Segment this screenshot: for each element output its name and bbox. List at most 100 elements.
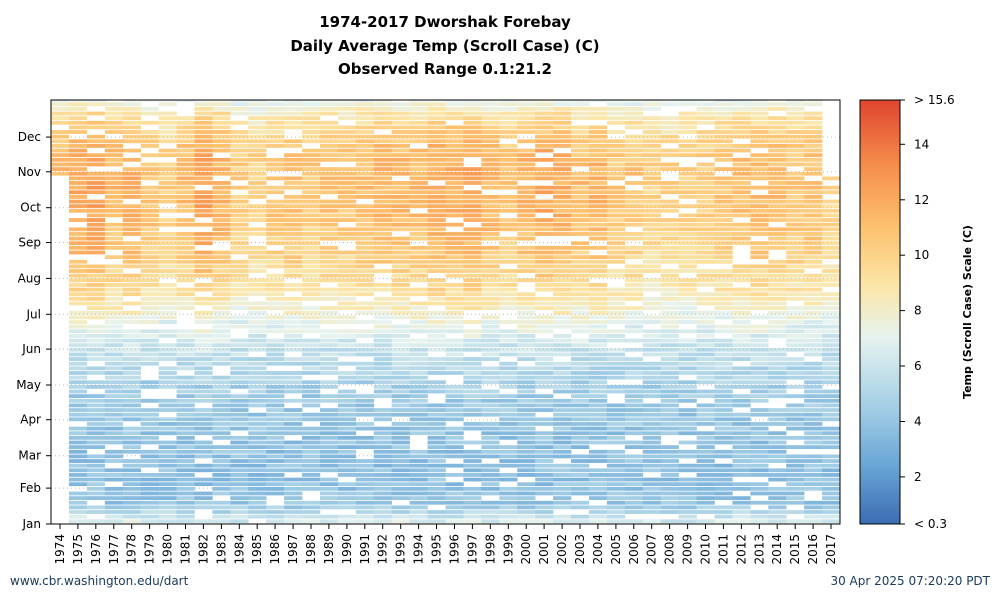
heatmap-cell [230,394,249,399]
heatmap-cell [194,139,213,144]
heatmap-cell [158,181,177,185]
heatmap-cell [768,232,787,236]
heatmap-cell [624,250,644,255]
heatmap-cell [212,255,231,260]
heatmap-cell [445,500,464,505]
heatmap-cell [284,144,303,148]
heatmap-cell [463,227,482,232]
y-tick-label: May [16,378,41,392]
heatmap-cell [158,116,177,121]
heatmap-cell [140,343,159,348]
heatmap-cell [68,347,88,352]
heatmap-cell [104,283,124,287]
heatmap-cell [373,408,392,412]
heatmap-cell [391,106,410,111]
heatmap-cell [68,194,88,199]
heatmap-cell [319,482,339,487]
heatmap-cell [427,194,446,199]
heatmap-cell [642,125,661,130]
heatmap-cell [499,366,518,371]
heatmap-cell [86,519,106,524]
heatmap-cell [194,199,213,204]
heatmap-cell [642,500,661,505]
heatmap-cell [140,190,159,195]
heatmap-cell [284,426,303,431]
heatmap-cell [409,245,428,250]
heatmap-cell [337,306,357,311]
heatmap-cell [230,273,249,278]
heatmap-cell [606,384,626,389]
heatmap-cell [750,514,769,519]
heatmap-cell [355,491,375,496]
chart-title: 1974-2017 Dworshak Forebay [319,13,571,31]
heatmap-cell [732,199,751,204]
heatmap-cell [302,320,321,324]
heatmap-cell [499,422,518,426]
heatmap-cell [158,334,177,338]
heatmap-cell [553,139,572,144]
heatmap-cell [463,486,482,491]
heatmap-cell [445,496,464,500]
heatmap-cell [714,185,733,190]
y-tick-label: Mar [18,449,41,463]
heatmap-cell [355,287,375,292]
heatmap-cell [624,463,644,468]
heatmap-cell [714,426,733,431]
heatmap-cell [714,120,733,125]
heatmap-cell [86,394,106,399]
heatmap-cell [212,204,231,209]
heatmap-cell [302,139,321,144]
heatmap-cell [750,264,769,269]
heatmap-cell [750,375,769,380]
heatmap-cell [804,398,823,403]
heatmap-cell [68,473,88,477]
heatmap-cell [822,435,840,440]
heatmap-cell [158,514,177,519]
heatmap-cell [140,380,159,385]
heatmap-cell [624,329,644,334]
heatmap-cell [409,292,428,297]
heatmap-cell [427,283,446,287]
heatmap-cell [86,496,106,500]
heatmap-cell [553,398,572,403]
heatmap-cell [768,347,787,352]
heatmap-cell [284,269,303,273]
heatmap-cell [122,130,141,134]
heatmap-cell [337,519,357,524]
heatmap-cell [678,283,697,287]
x-tick-label: 2000 [519,534,533,565]
heatmap-cell [86,236,106,241]
heatmap-cell [732,292,751,297]
heatmap-cell [624,384,644,389]
heatmap-cell [732,130,751,134]
heatmap-cell [804,486,823,491]
heatmap-cell [212,301,231,306]
colorbar-tick-label: 4 [914,415,922,429]
heatmap-cell [373,148,392,153]
heatmap-cell [427,208,446,213]
heatmap-cell [319,477,339,482]
heatmap-cell [678,227,697,232]
heatmap-cell [86,482,106,487]
heatmap-cell [750,519,769,524]
heatmap-cell [624,417,644,422]
heatmap-cell [319,435,339,440]
heatmap-cell [266,213,285,218]
heatmap-cell [696,190,715,195]
heatmap-cell [624,144,644,148]
heatmap-cell [104,412,124,417]
heatmap-cell [678,296,697,301]
heatmap-cell [535,106,554,111]
heatmap-cell [535,324,554,329]
heatmap-cell [822,329,840,334]
heatmap-cell [786,153,805,158]
heatmap-cell [481,500,500,505]
heatmap-cell [248,185,267,190]
heatmap-cell [678,292,697,297]
heatmap-cell [248,213,267,218]
heatmap-cell [194,232,213,236]
heatmap-cell [768,213,787,218]
heatmap-cell [302,505,321,510]
heatmap-cell [409,371,428,375]
heatmap-cell [104,241,124,246]
